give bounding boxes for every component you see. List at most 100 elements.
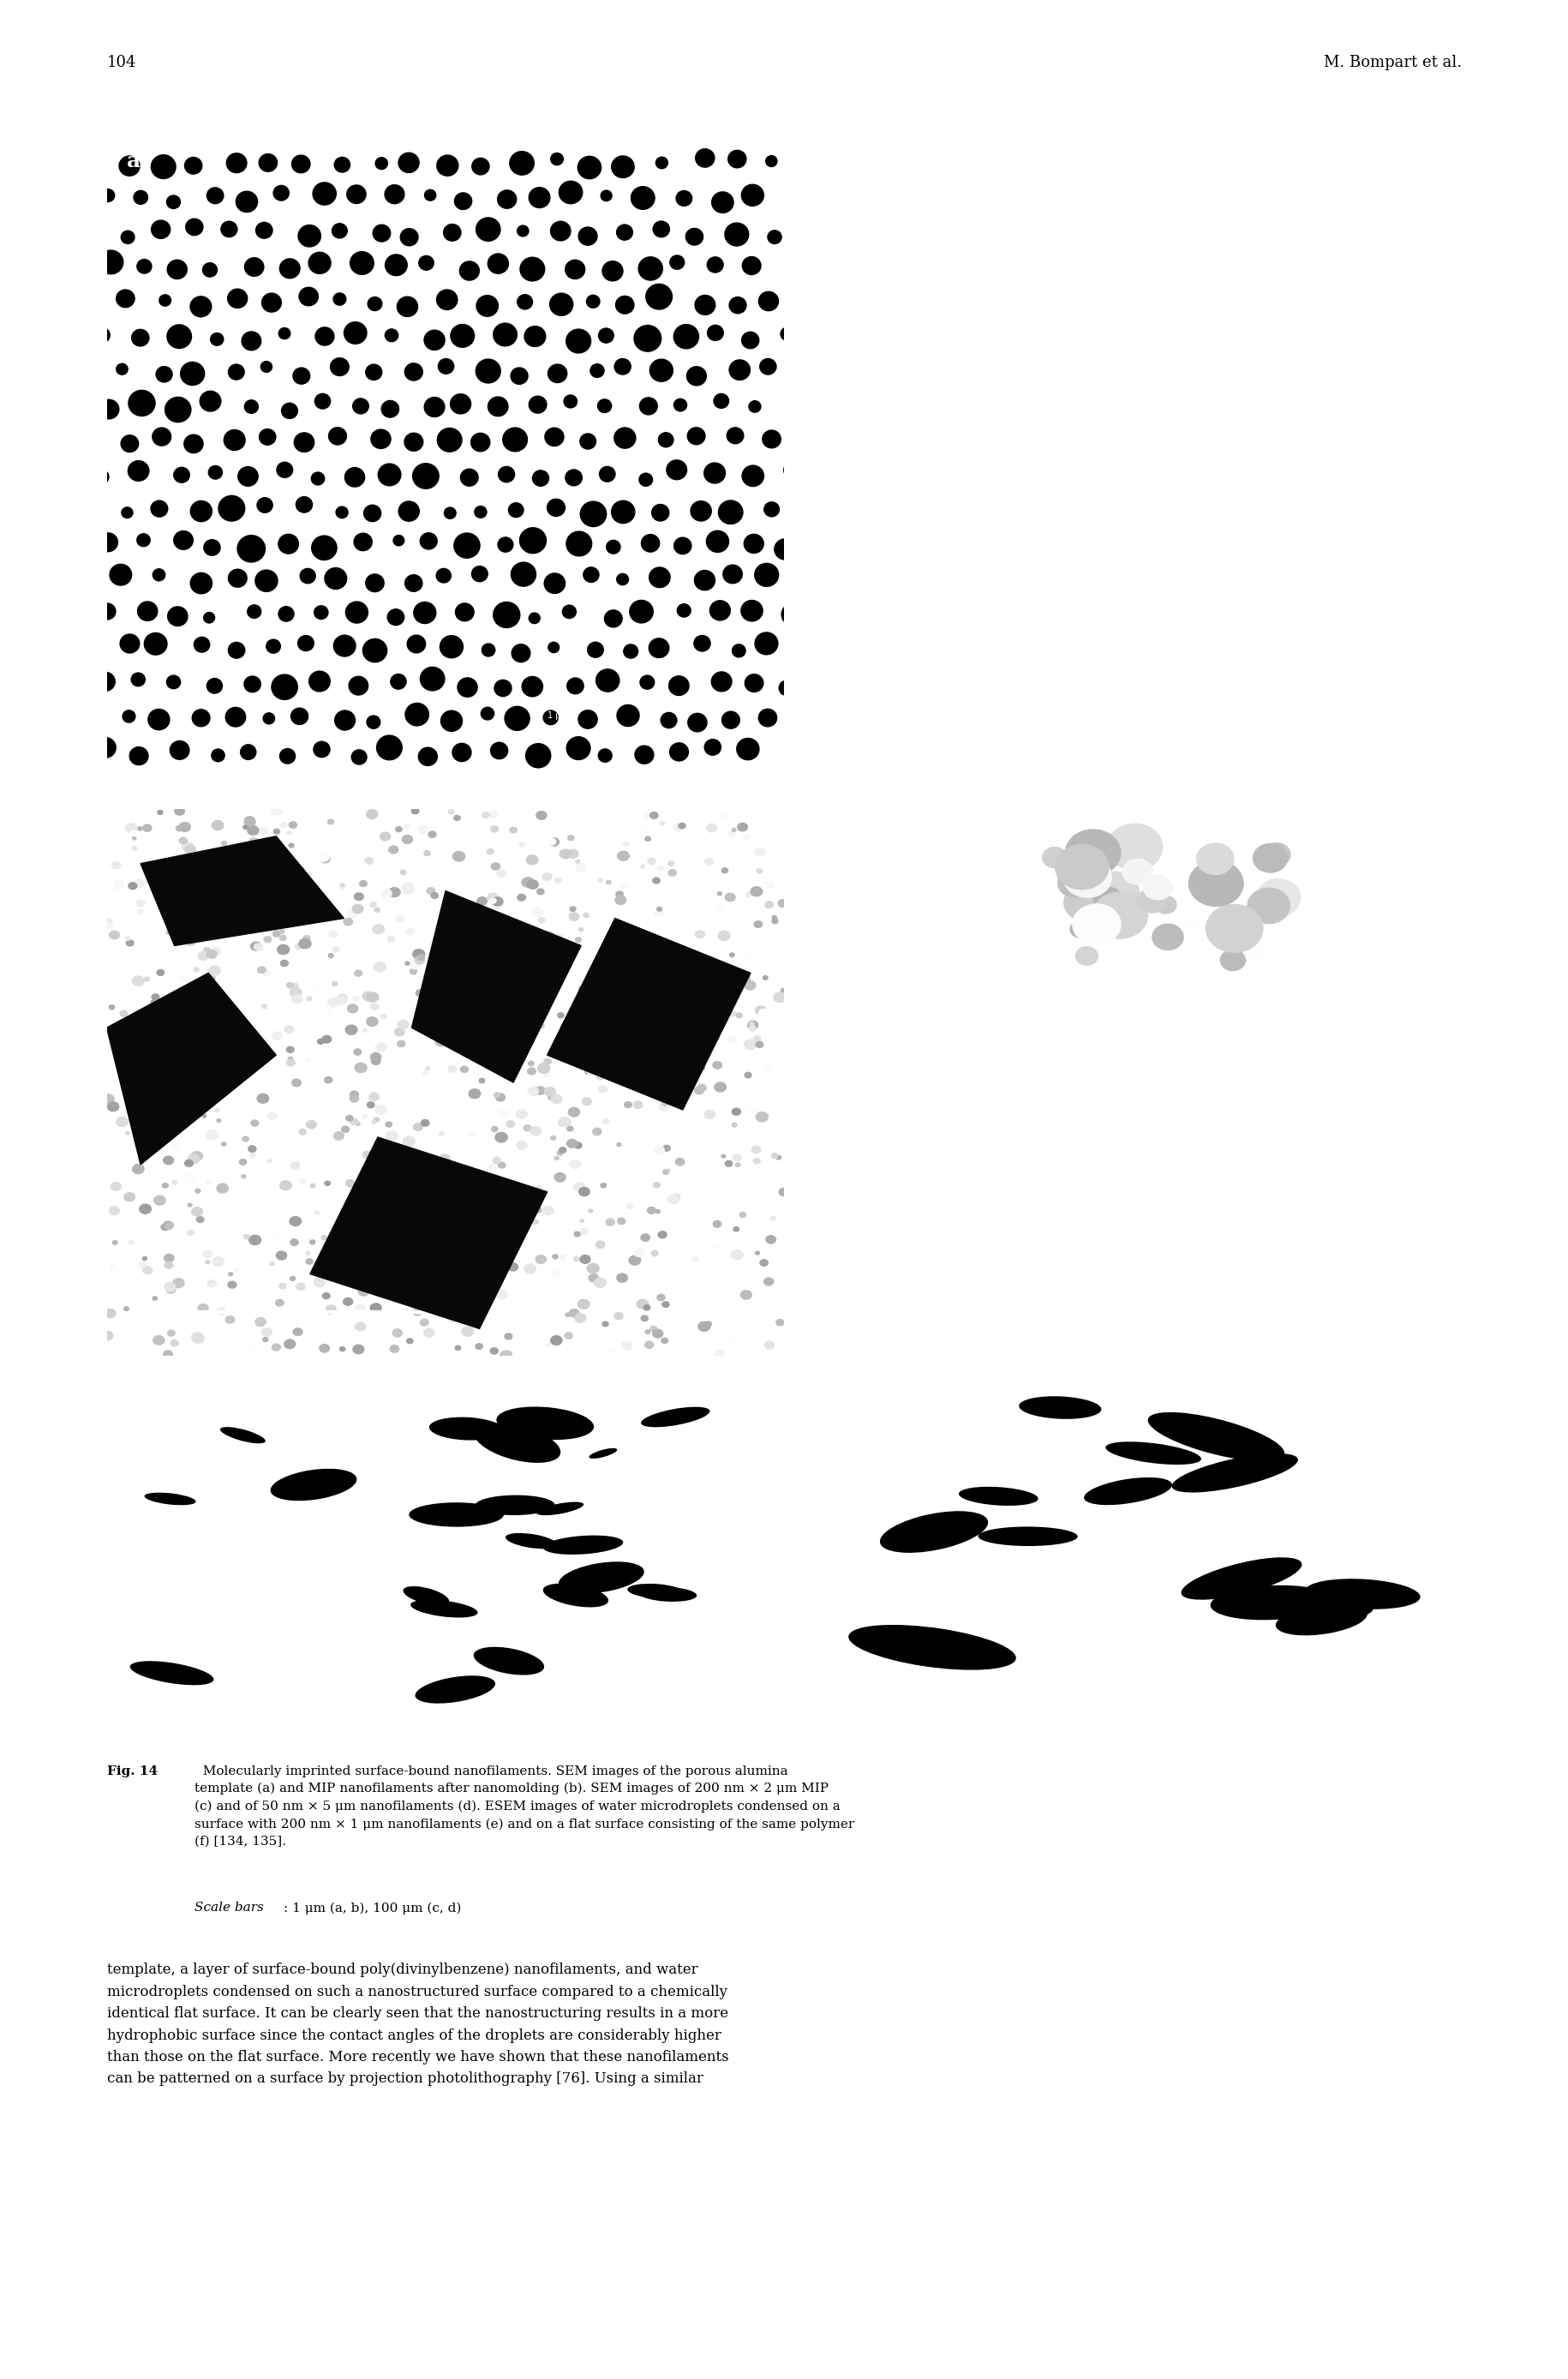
Circle shape [425,190,436,200]
Ellipse shape [441,1494,552,1523]
Circle shape [199,904,209,914]
Circle shape [491,826,499,833]
Circle shape [604,285,644,324]
Circle shape [586,1068,594,1075]
Bar [1127,483,1137,657]
Circle shape [102,1094,114,1104]
Circle shape [596,1242,604,1249]
Circle shape [648,859,655,864]
Circle shape [582,968,593,975]
Circle shape [328,704,362,737]
Circle shape [372,1121,376,1123]
Circle shape [343,523,383,561]
Circle shape [497,538,513,552]
Circle shape [452,255,486,288]
Circle shape [376,176,412,212]
Circle shape [140,699,179,740]
Circle shape [602,1118,608,1123]
Circle shape [622,592,660,630]
Circle shape [533,1206,541,1213]
Circle shape [287,983,293,987]
Ellipse shape [368,1501,500,1537]
Circle shape [800,707,818,723]
Circle shape [259,155,278,171]
Circle shape [395,828,401,833]
Circle shape [417,1235,425,1242]
Circle shape [756,1042,762,1047]
Circle shape [299,1180,306,1185]
Circle shape [448,1316,456,1323]
Circle shape [641,1040,651,1047]
Circle shape [568,835,574,840]
Circle shape [770,1216,775,1220]
Circle shape [157,250,198,288]
Circle shape [392,899,400,904]
Circle shape [289,821,296,828]
Circle shape [165,1282,176,1292]
Circle shape [1107,231,1165,288]
Circle shape [466,1223,472,1228]
Circle shape [566,699,608,740]
Circle shape [326,1009,332,1013]
Circle shape [174,806,185,816]
Circle shape [332,293,347,305]
Circle shape [416,990,423,997]
Circle shape [185,702,216,733]
Circle shape [629,600,652,623]
Circle shape [136,259,152,274]
Circle shape [762,431,781,447]
Circle shape [616,224,632,240]
Circle shape [797,290,809,305]
Circle shape [187,937,196,944]
Circle shape [781,557,823,600]
Circle shape [207,678,223,692]
Circle shape [726,428,743,445]
Circle shape [626,1204,632,1209]
Circle shape [461,469,478,485]
Circle shape [185,219,202,236]
Ellipse shape [1171,1454,1297,1492]
Circle shape [389,847,398,854]
Circle shape [354,1063,367,1073]
Circle shape [304,1239,310,1244]
Circle shape [618,852,629,861]
Circle shape [356,707,390,737]
Bar [1269,550,1276,709]
Circle shape [764,1342,773,1349]
Circle shape [511,561,536,585]
Circle shape [679,823,685,828]
Circle shape [574,1313,585,1323]
Circle shape [488,457,525,492]
Circle shape [376,1042,386,1052]
Circle shape [668,1194,679,1204]
Circle shape [756,1111,768,1123]
Circle shape [85,462,118,492]
Circle shape [488,673,519,704]
Circle shape [568,849,579,859]
Circle shape [666,595,701,626]
Circle shape [292,155,310,174]
Circle shape [342,1125,350,1132]
Circle shape [110,930,119,940]
Circle shape [398,697,436,733]
Circle shape [767,668,806,707]
Circle shape [348,1228,353,1232]
Circle shape [370,1004,378,1011]
Circle shape [505,1332,511,1339]
Circle shape [612,500,635,523]
Circle shape [373,1118,379,1123]
Circle shape [121,635,140,652]
Circle shape [569,914,579,921]
Circle shape [212,749,224,761]
Circle shape [306,733,337,766]
Circle shape [499,1163,505,1168]
Circle shape [350,1092,359,1099]
Circle shape [640,676,654,690]
Circle shape [89,390,127,428]
Circle shape [376,1109,381,1113]
Circle shape [633,528,666,559]
Circle shape [704,464,724,483]
Circle shape [121,507,133,519]
Circle shape [259,428,276,445]
Circle shape [398,569,430,597]
